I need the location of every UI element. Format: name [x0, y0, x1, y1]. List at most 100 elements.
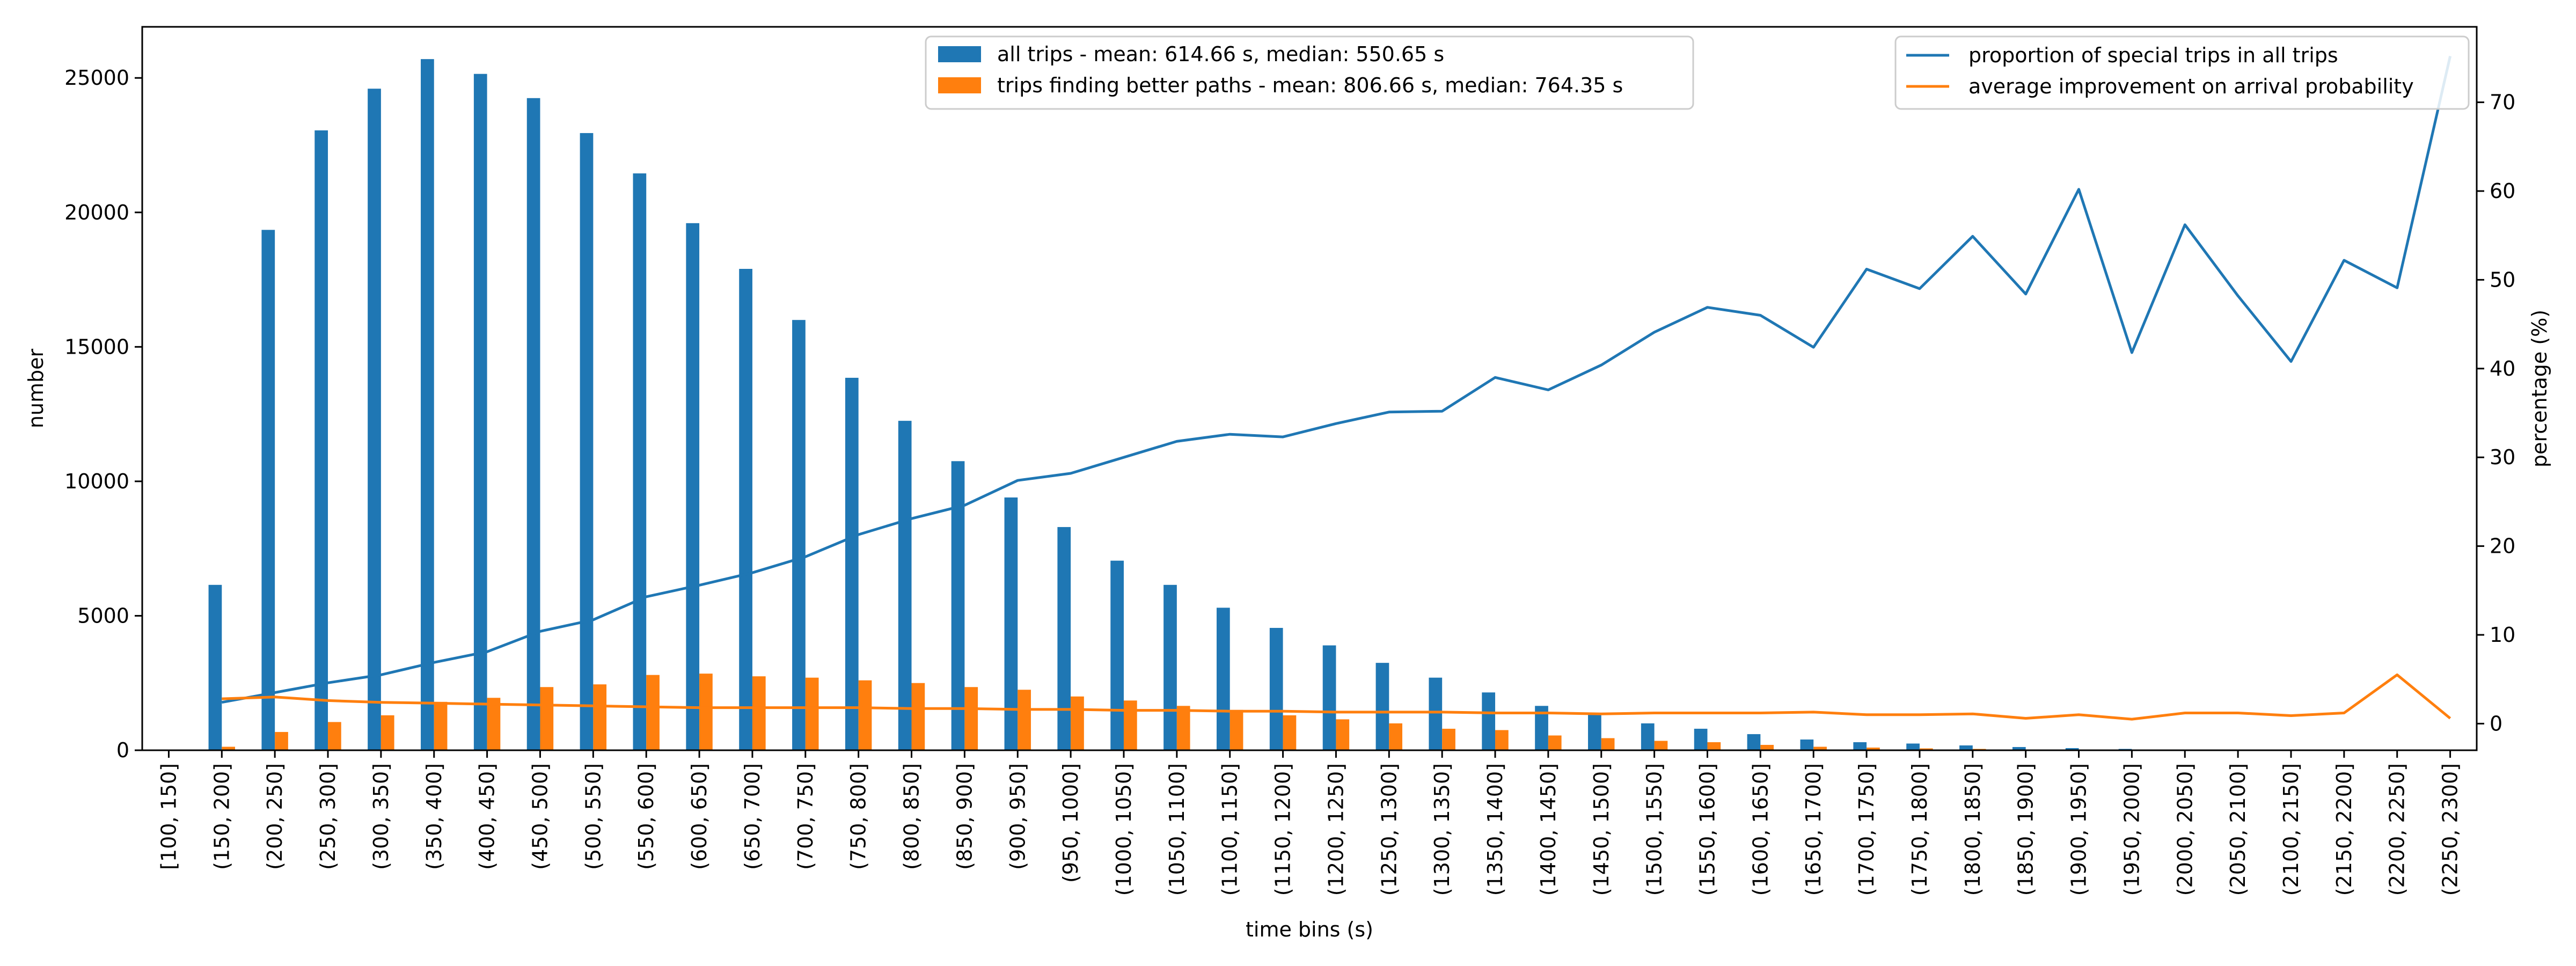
- y-right-tick-label: 10: [2490, 623, 2515, 647]
- x-tick-label: (1950, 2000]: [2120, 763, 2143, 896]
- y-tick-label: 15000: [64, 335, 129, 358]
- x-tick-label: (1100, 1150]: [1218, 763, 1242, 896]
- bar-all-trips: [1694, 728, 1708, 750]
- bar-all-trips: [1057, 527, 1071, 750]
- bar-better-paths: [380, 715, 394, 750]
- x-tick-label: (1300, 1350]: [1430, 763, 1454, 896]
- bar-all-trips: [686, 223, 700, 751]
- x-tick-label: (850, 900]: [953, 763, 976, 870]
- x-tick-label: (350, 400]: [422, 763, 446, 870]
- bar-all-trips: [208, 584, 222, 750]
- y-right-tick-label: 40: [2490, 357, 2515, 380]
- bar-better-paths: [1176, 706, 1190, 750]
- line-average-improvement: [222, 673, 2451, 721]
- legend-label: trips finding better paths - mean: 806.6…: [997, 74, 1623, 97]
- bar-all-trips: [1004, 497, 1018, 750]
- legend-lines: proportion of special trips in all trips…: [1894, 35, 2470, 110]
- bar-better-paths: [328, 722, 341, 750]
- bar-better-paths: [752, 676, 766, 750]
- x-tick-label: (1650, 1700]: [1802, 763, 1825, 896]
- line-proportion-special-trips: [221, 56, 2452, 704]
- y-tick-label: 20000: [64, 201, 129, 224]
- bar-better-paths: [1336, 719, 1350, 750]
- x-tick-label: (1900, 1950]: [2067, 763, 2091, 896]
- right-axis: 0 10 20 30 40 50 60 70: [2477, 91, 2515, 735]
- x-tick-label: (1700, 1750]: [1855, 763, 1878, 896]
- y-right-tick-label: 70: [2490, 91, 2515, 114]
- x-tick-label: (1350, 1400]: [1483, 763, 1507, 896]
- y-axis-right-label: percentage (%): [2528, 310, 2551, 467]
- x-tick-label: (1000, 1050]: [1112, 763, 1136, 896]
- x-tick-label: (1800, 1850]: [1961, 763, 1985, 896]
- bar-better-paths: [275, 731, 288, 750]
- legend-bars: all trips - mean: 614.66 s, median: 550.…: [925, 35, 1694, 110]
- bar-better-paths: [1389, 723, 1403, 750]
- bar-better-paths: [1495, 730, 1509, 750]
- bar-better-paths: [699, 674, 713, 750]
- x-tick-label: (150, 200]: [210, 763, 233, 870]
- x-tick-label: (2000, 2050]: [2173, 763, 2197, 896]
- x-tick-label: (2100, 2150]: [2279, 763, 2303, 896]
- bar-all-trips: [1322, 645, 1336, 750]
- x-tick-label: [100, 150]: [157, 763, 180, 870]
- bar-better-paths: [1760, 744, 1774, 750]
- bar-all-trips: [2012, 747, 2026, 750]
- x-tick-label: (1450, 1500]: [1590, 763, 1613, 896]
- x-tick-label: (200, 250]: [263, 763, 287, 870]
- x-tick-label: (1050, 1100]: [1165, 763, 1189, 896]
- bar-all-trips: [1747, 734, 1761, 750]
- bar-better-paths: [1813, 747, 1827, 750]
- bars-layer: [208, 59, 2464, 751]
- y-tick-label: 5000: [77, 604, 129, 627]
- bar-all-trips: [421, 59, 434, 751]
- x-tick-label: (2050, 2100]: [2226, 763, 2250, 896]
- bar-better-paths: [1919, 748, 1933, 750]
- bar-better-paths: [1018, 690, 1031, 750]
- bar-better-paths: [540, 687, 554, 750]
- legend-label: average improvement on arrival probabili…: [1968, 75, 2414, 98]
- x-tick-label: (700, 750]: [794, 763, 817, 870]
- bar-all-trips: [845, 377, 859, 750]
- bar-all-trips: [739, 269, 752, 750]
- bar-better-paths: [593, 684, 607, 750]
- bar-all-trips: [1800, 739, 1814, 750]
- lines-layer: [221, 56, 2452, 721]
- bar-all-trips: [314, 130, 328, 751]
- bar-all-trips: [1959, 745, 1973, 750]
- x-tick-label: (2200, 2250]: [2385, 763, 2409, 896]
- bar-all-trips: [473, 74, 487, 750]
- bar-better-paths: [434, 701, 448, 750]
- legend-box: [925, 35, 1694, 110]
- bar-all-trips: [368, 89, 381, 751]
- y-tick-label: 25000: [64, 66, 129, 90]
- legend-box: [1894, 35, 2470, 110]
- y-right-tick-label: 60: [2490, 179, 2515, 203]
- bar-all-trips: [580, 133, 594, 750]
- bar-all-trips: [1163, 584, 1177, 750]
- bar-all-trips: [1375, 663, 1389, 750]
- x-tick-label: (450, 500]: [529, 763, 552, 870]
- bar-better-paths: [487, 698, 501, 750]
- bar-better-paths: [1071, 696, 1084, 750]
- y-axis-label: number: [24, 348, 48, 428]
- bar-better-paths: [1707, 742, 1721, 750]
- bar-better-paths: [1442, 728, 1455, 750]
- bar-all-trips: [1641, 723, 1655, 750]
- bar-better-paths: [805, 677, 819, 750]
- x-tick-label: (950, 1000]: [1059, 763, 1082, 883]
- x-tick-label: (400, 450]: [475, 763, 499, 870]
- legend-label: proportion of special trips in all trips: [1968, 43, 2338, 67]
- bar-better-paths: [1230, 709, 1243, 750]
- bar-all-trips: [526, 98, 540, 750]
- y-tick-label: 10000: [64, 470, 129, 493]
- bar-all-trips: [1482, 692, 1496, 750]
- x-tick-label: (2250, 2300]: [2439, 763, 2462, 896]
- x-tick-label: (1150, 1200]: [1271, 763, 1295, 896]
- y-right-tick-label: 0: [2490, 712, 2502, 735]
- x-tick-label: (900, 950]: [1006, 763, 1029, 870]
- bar-all-trips: [1853, 742, 1867, 750]
- y-right-tick-label: 30: [2490, 445, 2515, 469]
- bar-all-trips: [1269, 627, 1283, 750]
- x-tick-label: (1200, 1250]: [1324, 763, 1348, 896]
